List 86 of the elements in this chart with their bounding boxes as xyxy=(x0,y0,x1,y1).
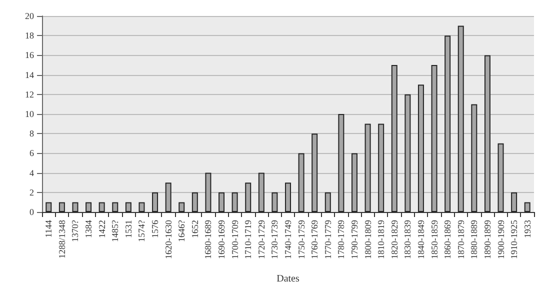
y-tick-label: 12 xyxy=(25,89,34,100)
y-tick-label: 8 xyxy=(30,128,34,139)
x-tick-label: 1144 xyxy=(44,220,54,238)
x-axis-title: Dates xyxy=(276,274,300,284)
bar xyxy=(285,182,291,212)
bar xyxy=(312,134,318,212)
bar xyxy=(511,192,518,212)
x-tick-label: 1880-1889 xyxy=(469,220,480,259)
bar xyxy=(298,153,304,212)
x-tick-label: 1780-1789 xyxy=(336,220,346,259)
x-tick-label: 1710-1719 xyxy=(243,220,254,259)
y-tick-label: 6 xyxy=(30,148,34,158)
x-tick-label: 1790-1799 xyxy=(349,220,360,259)
x-tick-label: 1740-1749 xyxy=(283,220,293,259)
bar xyxy=(524,202,530,212)
x-tick-label: 1730-1739 xyxy=(270,220,280,259)
x-tick-label: 1384 xyxy=(84,220,94,238)
x-tick-label: 1370? xyxy=(70,220,80,242)
x-tick-label: 1576 xyxy=(150,220,160,238)
x-tick-label: 1720-1729 xyxy=(256,220,266,259)
x-tick-label: 1652 xyxy=(190,220,200,238)
bar xyxy=(364,124,371,212)
bar xyxy=(444,36,451,212)
bar xyxy=(391,65,398,212)
x-tick-label: 1646? xyxy=(176,220,187,242)
bar xyxy=(431,65,438,212)
y-tick-label: 20 xyxy=(25,11,34,21)
bar xyxy=(205,172,212,212)
x-tick-label: 1910-1925 xyxy=(509,220,520,259)
x-tick-label: 1830-1839 xyxy=(402,220,413,259)
x-tick-label: 1770-1779 xyxy=(322,220,333,259)
x-tick-label: 1531 xyxy=(123,220,134,238)
bar xyxy=(72,202,78,212)
y-tick-label: 4 xyxy=(30,168,34,178)
x-tick-label: 1574? xyxy=(136,220,147,242)
bar xyxy=(378,124,384,212)
y-tick-label: 2 xyxy=(30,187,34,198)
y-tick-label: 10 xyxy=(25,109,34,119)
bar xyxy=(272,192,278,212)
bar xyxy=(86,202,92,212)
bar xyxy=(218,192,225,212)
bar xyxy=(484,55,490,212)
bar xyxy=(192,192,198,212)
x-tick-label: 1850-1859 xyxy=(429,220,440,259)
bar xyxy=(232,192,238,212)
x-tick-label: 1422 xyxy=(96,220,107,238)
y-tick-label: 0 xyxy=(30,207,34,217)
bar xyxy=(404,94,411,212)
bar xyxy=(418,84,424,212)
x-tick-label: 1485? xyxy=(110,220,120,242)
bar xyxy=(245,182,252,212)
x-tick-label: 1900-1909 xyxy=(496,220,506,259)
bar xyxy=(324,192,331,212)
x-tick-label: 1680-1689 xyxy=(203,220,214,259)
bar xyxy=(98,202,105,212)
x-tick-label: 1288/1348 xyxy=(56,220,67,259)
x-tick-label: 1870-1879 xyxy=(456,220,466,259)
y-tick-label: 18 xyxy=(25,30,34,41)
x-tick-label: 1820-1829 xyxy=(389,220,400,259)
x-tick-label: 1810-1819 xyxy=(376,220,386,259)
x-tick-label: 1860-1869 xyxy=(442,220,453,259)
x-tick-label: 1890-1899 xyxy=(482,220,492,259)
x-tick-label: 1620-1630 xyxy=(163,220,174,259)
bar xyxy=(112,202,118,212)
bar xyxy=(351,153,358,212)
bar xyxy=(178,202,185,212)
x-tick-label: 1840-1849 xyxy=(416,220,426,259)
x-tick-label: 1700-1709 xyxy=(230,220,240,259)
x-tick-label: 1933 xyxy=(522,220,532,238)
bar xyxy=(458,26,464,212)
bar xyxy=(165,182,172,212)
bar xyxy=(46,202,52,212)
x-tick-label: 1760-1769 xyxy=(310,220,320,259)
x-tick-label: 1690-1699 xyxy=(216,220,227,259)
y-tick-label: 14 xyxy=(25,70,34,80)
bar xyxy=(471,104,478,212)
bar xyxy=(338,114,344,212)
x-tick-label: 1800-1809 xyxy=(362,220,373,259)
x-tick-label: 1750-1759 xyxy=(296,220,306,259)
bar xyxy=(138,202,145,212)
bar xyxy=(58,202,65,212)
bar xyxy=(498,143,504,212)
bar xyxy=(258,172,264,212)
bar xyxy=(152,192,158,212)
bar xyxy=(125,202,132,212)
y-tick-label: 16 xyxy=(25,50,34,60)
